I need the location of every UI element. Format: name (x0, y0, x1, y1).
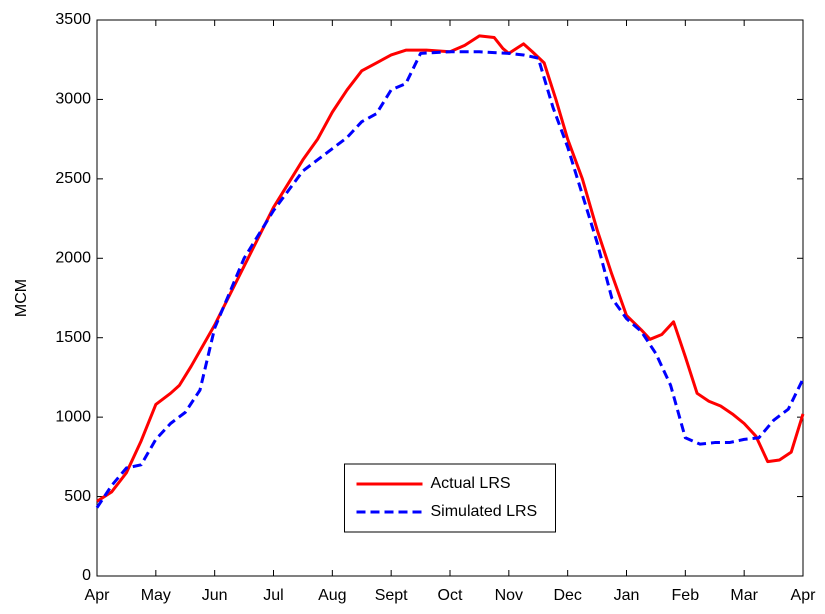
x-tick-label: Jun (202, 587, 228, 604)
x-tick-label: Apr (791, 587, 817, 604)
x-tick-label: Jul (263, 587, 283, 604)
y-tick-label: 3500 (55, 11, 91, 28)
legend-label: Simulated LRS (431, 503, 538, 520)
data-line (95, 50, 805, 509)
x-tick-label: Feb (672, 587, 700, 604)
y-tick-label: 3000 (55, 91, 91, 108)
legend-box (344, 463, 556, 533)
x-tick-label: Oct (438, 587, 463, 604)
y-tick-label: 1000 (55, 408, 91, 425)
y-tick-label: 2000 (55, 250, 91, 267)
data-line (96, 34, 805, 503)
y-tick-label: 500 (64, 488, 91, 505)
x-tick-label: Dec (553, 587, 581, 604)
x-tick-label: Aug (318, 587, 346, 604)
x-tick-label: Mar (730, 587, 758, 604)
y-axis-label: MCM (13, 279, 30, 317)
x-tick-label: Nov (495, 587, 523, 604)
x-tick-label: Sept (375, 587, 408, 604)
x-tick-label: Jan (614, 587, 640, 604)
x-tick-label: May (141, 587, 171, 604)
y-tick-label: 2500 (55, 170, 91, 187)
y-tick-label: 1500 (55, 329, 91, 346)
x-tick-label: Apr (85, 587, 111, 604)
legend-label: Actual LRS (431, 475, 511, 492)
y-tick-label: 0 (82, 567, 91, 584)
